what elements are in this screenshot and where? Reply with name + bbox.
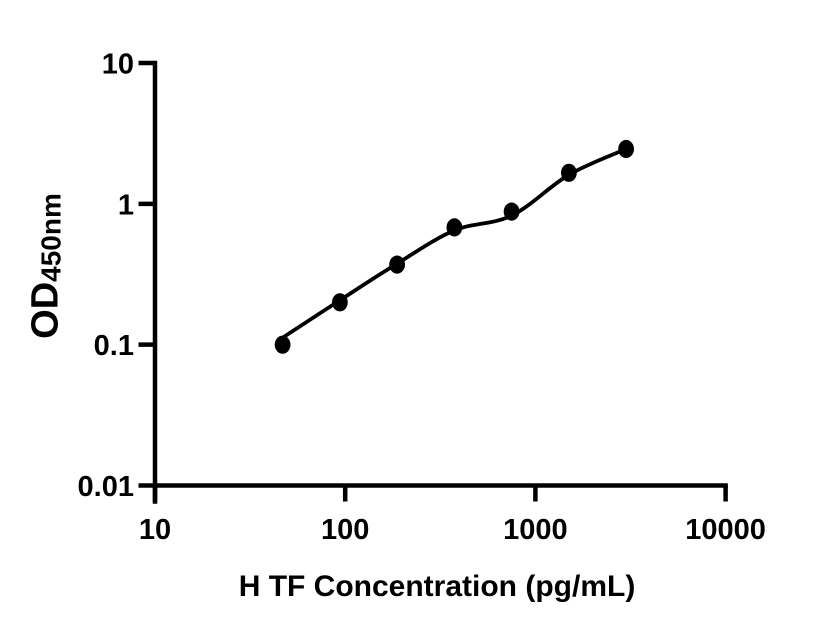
y-axis-title-main: OD xyxy=(24,281,67,339)
data-point xyxy=(446,218,463,237)
data-point xyxy=(618,139,634,159)
data-point xyxy=(332,293,348,312)
y-tick-label: 10 xyxy=(102,49,134,81)
data-point xyxy=(561,163,577,182)
y-tick-label: 1 xyxy=(118,189,134,221)
x-axis-title: H TF Concentration (pg/mL) xyxy=(238,570,636,603)
data-point xyxy=(503,202,520,221)
data-point xyxy=(389,255,405,274)
x-tick-label: 10000 xyxy=(685,514,766,546)
y-axis-title-subscript: 450nm xyxy=(35,193,67,282)
x-tick-label: 10 xyxy=(139,514,171,546)
data-point xyxy=(274,335,291,354)
x-tick-label: 100 xyxy=(321,514,369,546)
y-tick-label: 0.1 xyxy=(94,330,134,362)
y-tick-label: 0.01 xyxy=(78,471,134,503)
x-tick-label: 1000 xyxy=(503,514,568,546)
y-axis-title: OD450nm xyxy=(24,193,67,339)
